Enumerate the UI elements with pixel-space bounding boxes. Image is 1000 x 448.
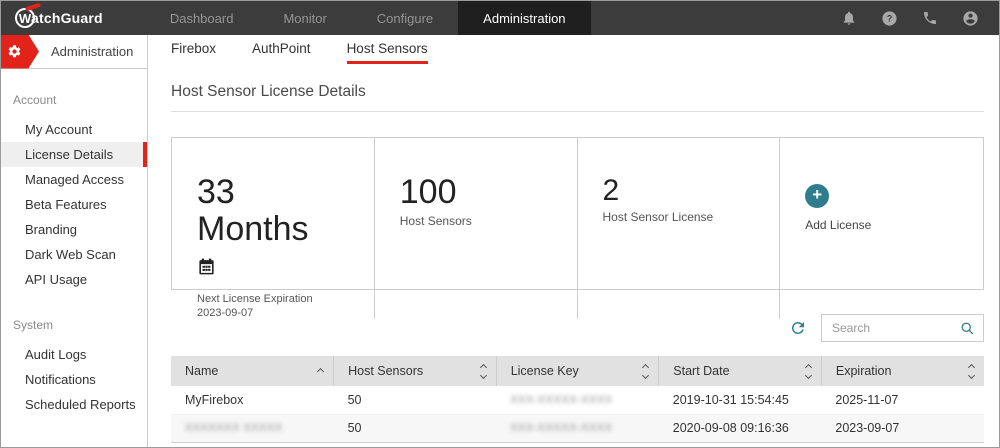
card-label: Host Sensors [399, 214, 472, 229]
cell-license-key-redacted: XXX-XXXXX-XXXX [510, 393, 613, 406]
table-row: XXXXXXX XXXXX 50 XXX-XXXXX-XXXX 2020-09-… [171, 414, 984, 442]
tab-authpoint[interactable]: AuthPoint [252, 41, 311, 56]
sort-icon [479, 363, 487, 379]
section-label: Account [13, 93, 57, 107]
main-content: Firebox AuthPoint Host Sensors Host Sens… [148, 35, 999, 447]
table-header-row: Name Host Sensors License Key Start Date [171, 356, 984, 386]
bell-icon[interactable] [841, 10, 857, 26]
sidebar-item-scheduled-reports[interactable]: Scheduled Reports [25, 397, 136, 412]
sidebar-nav: Account My Account License Details Manag… [1, 69, 147, 417]
license-table: Name Host Sensors License Key Start Date [171, 356, 984, 443]
tab-host-sensors[interactable]: Host Sensors [346, 41, 428, 64]
card-label: Host Sensor License [602, 210, 714, 224]
sidebar-item-beta-features[interactable]: Beta Features [25, 197, 107, 212]
sidebar-item-api-usage[interactable]: API Usage [25, 272, 88, 287]
sort-icon [967, 363, 976, 379]
add-license-label: Add License [805, 218, 872, 232]
cell-license-key-redacted: XXX-XXXXX-XXXX [510, 422, 613, 434]
card-expiration-date: 2023-09-07 [197, 306, 254, 319]
gear-icon [8, 45, 21, 58]
search-box [821, 314, 984, 342]
svg-text:?: ? [887, 13, 893, 23]
column-header-name[interactable]: Name [171, 356, 335, 386]
search-icon[interactable] [960, 321, 975, 336]
sidebar-item-license-details[interactable]: License Details [1, 142, 147, 167]
tab-bar: Firebox AuthPoint Host Sensors [171, 41, 984, 67]
cell-start-date: 2020-09-08 09:16:36 [672, 421, 789, 435]
calendar-icon [197, 257, 354, 281]
card-label: Next License Expiration [197, 292, 313, 305]
sidebar-item-dark-web-scan[interactable]: Dark Web Scan [25, 247, 116, 262]
card-next-expiration: 33 Months Next License Expiration 2023-0… [172, 138, 375, 319]
license-count-value: 2 [602, 174, 620, 207]
license-summary-cards: 33 Months Next License Expiration 2023-0… [171, 137, 984, 319]
cell-expiration: 2023-09-07 [835, 421, 900, 435]
phone-icon[interactable] [922, 10, 938, 26]
sort-asc-icon [317, 367, 325, 375]
sidebar-title: Administration [51, 44, 134, 59]
sidebar-section-system: System Audit Logs Notifications Schedule… [1, 318, 147, 417]
add-license-card[interactable]: + Add License [780, 138, 983, 319]
nav-item-monitor[interactable]: Monitor [283, 10, 327, 26]
cell-host-sensors: 50 [347, 392, 362, 407]
page-title: Host Sensor License Details [171, 83, 984, 112]
watchguard-logo[interactable]: W atchGuard [1, 1, 117, 35]
months-value: 33 Months [197, 173, 309, 249]
card-host-sensors: 100 Host Sensors [375, 138, 578, 319]
nav-item-administration[interactable]: Administration [458, 1, 591, 35]
tab-firebox[interactable]: Firebox [171, 41, 217, 56]
host-sensors-value: 100 [399, 173, 457, 211]
nav-item-dashboard[interactable]: Dashboard [169, 10, 234, 26]
top-nav: W atchGuard Dashboard Monitor Configure … [1, 1, 999, 35]
cell-name: MyFirebox [185, 392, 244, 407]
table-toolbar [171, 314, 984, 342]
account-icon[interactable] [962, 10, 979, 27]
card-host-sensor-license: 2 Host Sensor License [578, 138, 781, 319]
top-nav-icons: ? [841, 1, 999, 35]
refresh-icon[interactable] [789, 319, 807, 337]
cell-expiration: 2025-11-07 [835, 392, 899, 407]
top-nav-items: Dashboard Monitor Configure Administrati… [145, 1, 591, 35]
section-label: System [13, 318, 54, 332]
help-icon[interactable]: ? [881, 10, 898, 27]
sidebar-item-managed-access[interactable]: Managed Access [25, 172, 125, 187]
plus-icon[interactable]: + [805, 184, 830, 208]
sidebar-item-audit-logs[interactable]: Audit Logs [25, 347, 87, 362]
sort-icon [804, 363, 812, 379]
search-input[interactable] [832, 321, 960, 335]
column-header-start-date[interactable]: Start Date [658, 356, 822, 386]
sidebar-item-my-account[interactable]: My Account [25, 122, 93, 137]
sidebar-item-branding[interactable]: Branding [25, 222, 78, 237]
column-header-host-sensors[interactable]: Host Sensors [333, 356, 497, 386]
sidebar-header: Administration [1, 34, 147, 69]
sidebar-section-account: Account My Account License Details Manag… [1, 93, 147, 292]
cell-host-sensors: 50 [347, 421, 362, 435]
logo-text: atchGuard [31, 10, 103, 26]
column-header-expiration[interactable]: Expiration [821, 356, 984, 386]
table-row: MyFirebox 50 XXX-XXXXX-XXXX 2019-10-31 1… [171, 386, 984, 414]
admin-flag-badge [1, 34, 39, 69]
sidebar-item-notifications[interactable]: Notifications [25, 372, 96, 387]
nav-item-configure[interactable]: Configure [376, 10, 434, 26]
sidebar: Administration Account My Account Licens… [1, 34, 148, 447]
sort-icon [642, 363, 650, 379]
cell-name-redacted: XXXXXXX XXXXX [185, 422, 283, 434]
column-header-license-key[interactable]: License Key [496, 356, 660, 386]
cell-start-date: 2019-10-31 15:54:45 [672, 392, 789, 407]
